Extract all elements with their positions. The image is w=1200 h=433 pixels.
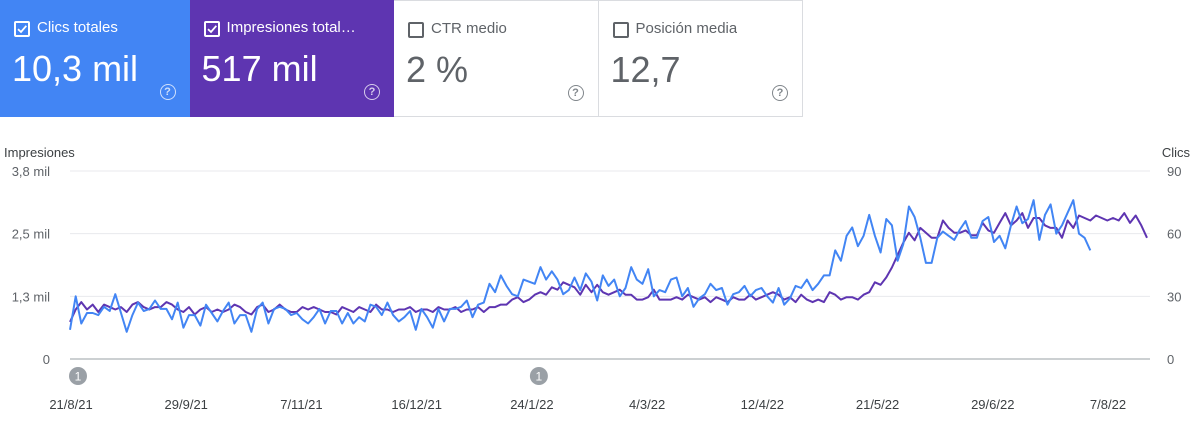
right-tick-label: 0 — [1167, 352, 1174, 367]
help-icon[interactable]: ? — [364, 84, 381, 100]
card-average-position[interactable]: Posición media 12,7 ? — [598, 0, 803, 117]
metric-cards: Clics totales 10,3 mil ? Impresiones tot… — [0, 0, 803, 117]
x-tick-label: 21/8/21 — [49, 397, 92, 412]
checkbox-impressions[interactable] — [203, 21, 220, 37]
x-tick-label: 29/6/22 — [971, 397, 1014, 412]
left-tick-label: 0 — [43, 352, 50, 367]
x-tick-label: 21/5/22 — [856, 397, 899, 412]
card-label: Posición media — [635, 20, 738, 37]
series-line-clics — [69, 199, 1092, 333]
x-tick-label: 7/11/21 — [280, 397, 322, 412]
left-axis-title: Impresiones — [4, 145, 75, 160]
card-value: 517 mil — [201, 48, 318, 89]
annotation-label: 1 — [536, 370, 543, 384]
right-tick-label: 90 — [1167, 164, 1181, 179]
left-tick-label: 2,5 mil — [12, 227, 50, 242]
series-line-impresiones — [69, 212, 1148, 323]
right-tick-label: 60 — [1167, 227, 1181, 242]
checkbox-position[interactable] — [612, 22, 629, 38]
annotation-marker — [69, 367, 87, 385]
help-icon[interactable]: ? — [567, 85, 584, 101]
card-total-impressions[interactable]: Impresiones total… 517 mil ? — [189, 0, 395, 117]
checkbox-ctr[interactable] — [408, 22, 425, 38]
x-tick-label: 24/1/22 — [510, 397, 553, 412]
help-icon[interactable]: ? — [771, 85, 788, 101]
card-total-clicks[interactable]: Clics totales 10,3 mil ? — [0, 0, 190, 117]
x-tick-label: 29/9/21 — [165, 397, 208, 412]
x-tick-label: 7/8/22 — [1090, 397, 1126, 412]
card-label: Clics totales — [37, 19, 118, 36]
card-average-ctr[interactable]: CTR medio 2 % ? — [394, 0, 599, 117]
card-value: 10,3 mil — [12, 48, 139, 89]
annotation-label: 1 — [75, 370, 82, 384]
annotation-marker — [529, 367, 548, 385]
card-label: CTR medio — [431, 20, 507, 37]
right-tick-label: 30 — [1167, 289, 1181, 304]
card-value: 12,7 — [610, 49, 681, 90]
card-value: 2 % — [406, 49, 469, 90]
help-icon[interactable]: ? — [159, 84, 176, 100]
left-tick-label: 1,3 mil — [12, 289, 50, 304]
x-tick-label: 12/4/22 — [741, 397, 784, 412]
right-axis-title: Clics — [1161, 145, 1190, 160]
x-tick-label: 16/12/21 — [391, 397, 442, 412]
card-label: Impresiones total… — [226, 19, 356, 36]
checkbox-clicks[interactable] — [14, 21, 30, 37]
x-tick-label: 4/3/22 — [629, 397, 665, 412]
left-tick-label: 3,8 mil — [12, 164, 50, 179]
